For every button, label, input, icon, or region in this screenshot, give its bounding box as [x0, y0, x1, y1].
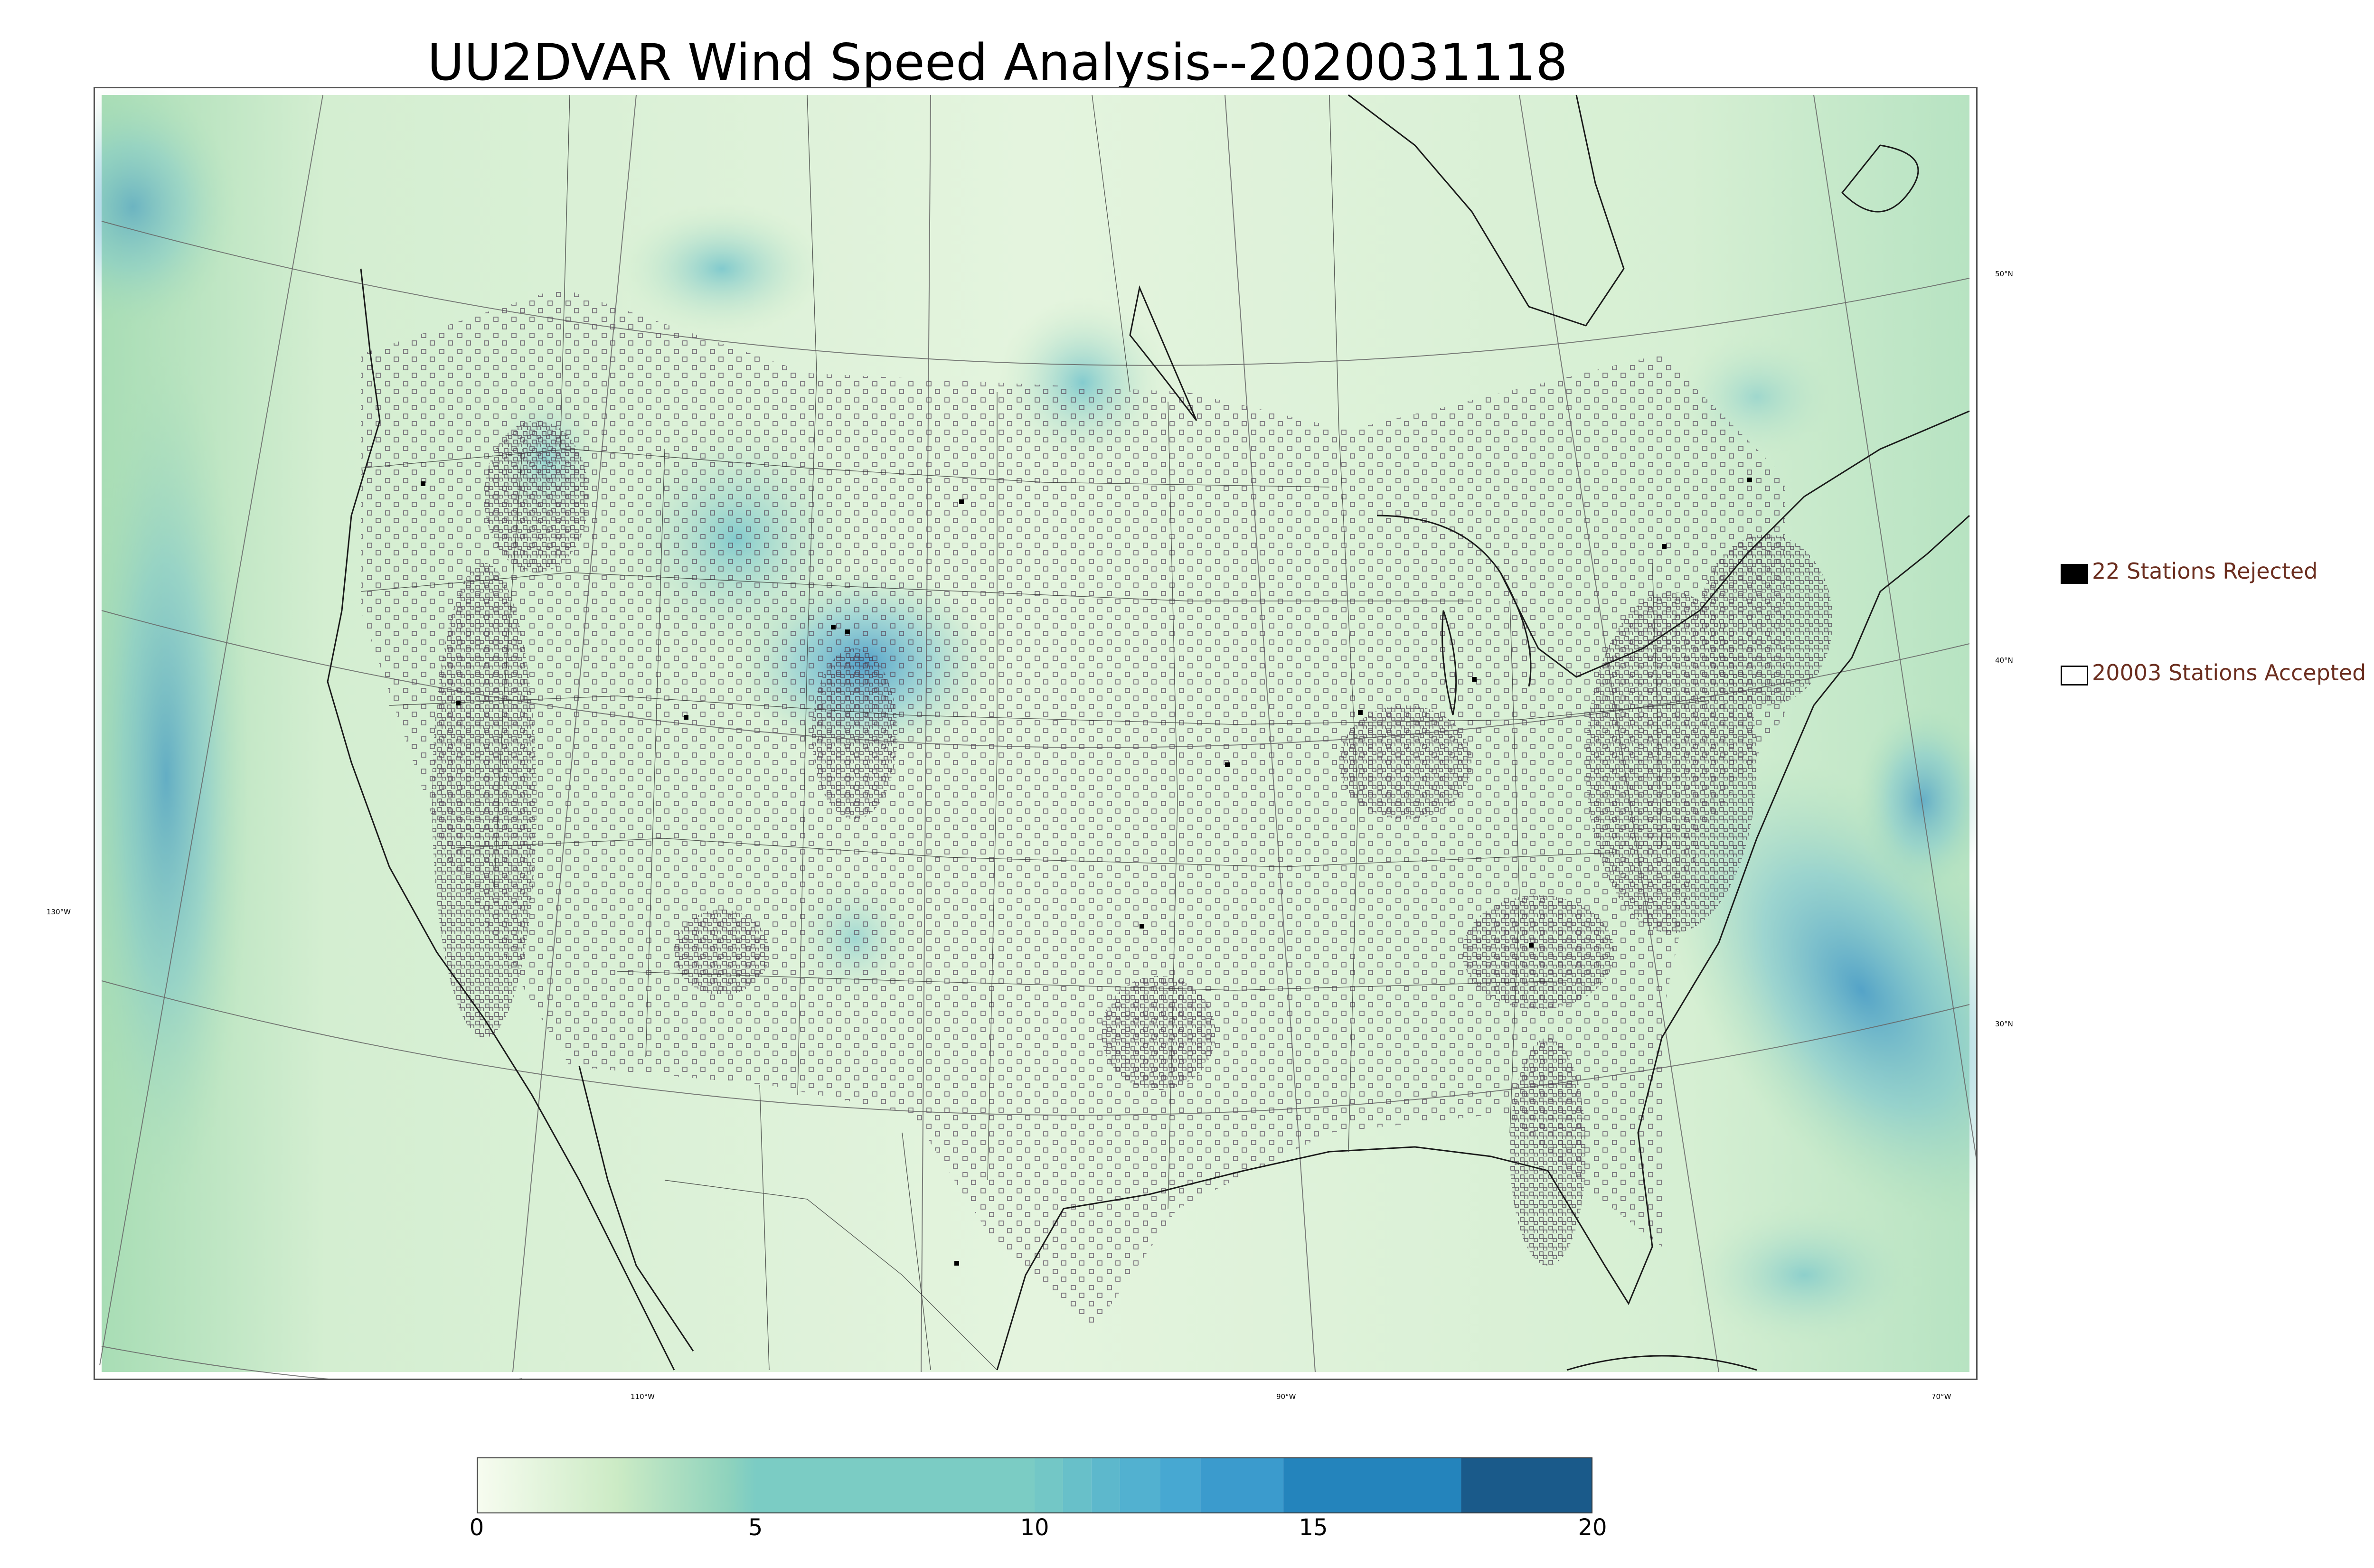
- chart-title: UU2DVAR Wind Speed Analysis--2020031118: [427, 33, 1568, 92]
- lat-label-30n: 30°N: [1995, 1020, 2013, 1028]
- lon-label-70w: 70°W: [1931, 1392, 1951, 1401]
- wind-speed-map: [95, 88, 1976, 1379]
- colorbar: [477, 1457, 1592, 1513]
- lon-label-130w: 130°W: [47, 908, 71, 916]
- legend-accepted-label: 20003 Stations Accepted: [2092, 660, 2366, 685]
- colorbar-tick-15: 15: [1299, 1514, 1328, 1541]
- lon-label-110w: 110°W: [631, 1392, 655, 1401]
- colorbar-tick-0: 0: [469, 1514, 484, 1541]
- lat-label-40n: 40°N: [1995, 656, 2013, 665]
- colorbar-tick-5: 5: [748, 1514, 763, 1541]
- colorbar-tick-10: 10: [1020, 1514, 1049, 1541]
- map-panel: [94, 87, 1978, 1380]
- accepted-swatch: [2061, 666, 2088, 685]
- rejected-swatch: [2061, 564, 2088, 584]
- lat-label-50n: 50°N: [1995, 270, 2013, 278]
- lon-label-90w: 90°W: [1276, 1392, 1296, 1401]
- legend-rejected-label: 22 Stations Rejected: [2092, 558, 2318, 584]
- colorbar-tick-20: 20: [1578, 1514, 1607, 1541]
